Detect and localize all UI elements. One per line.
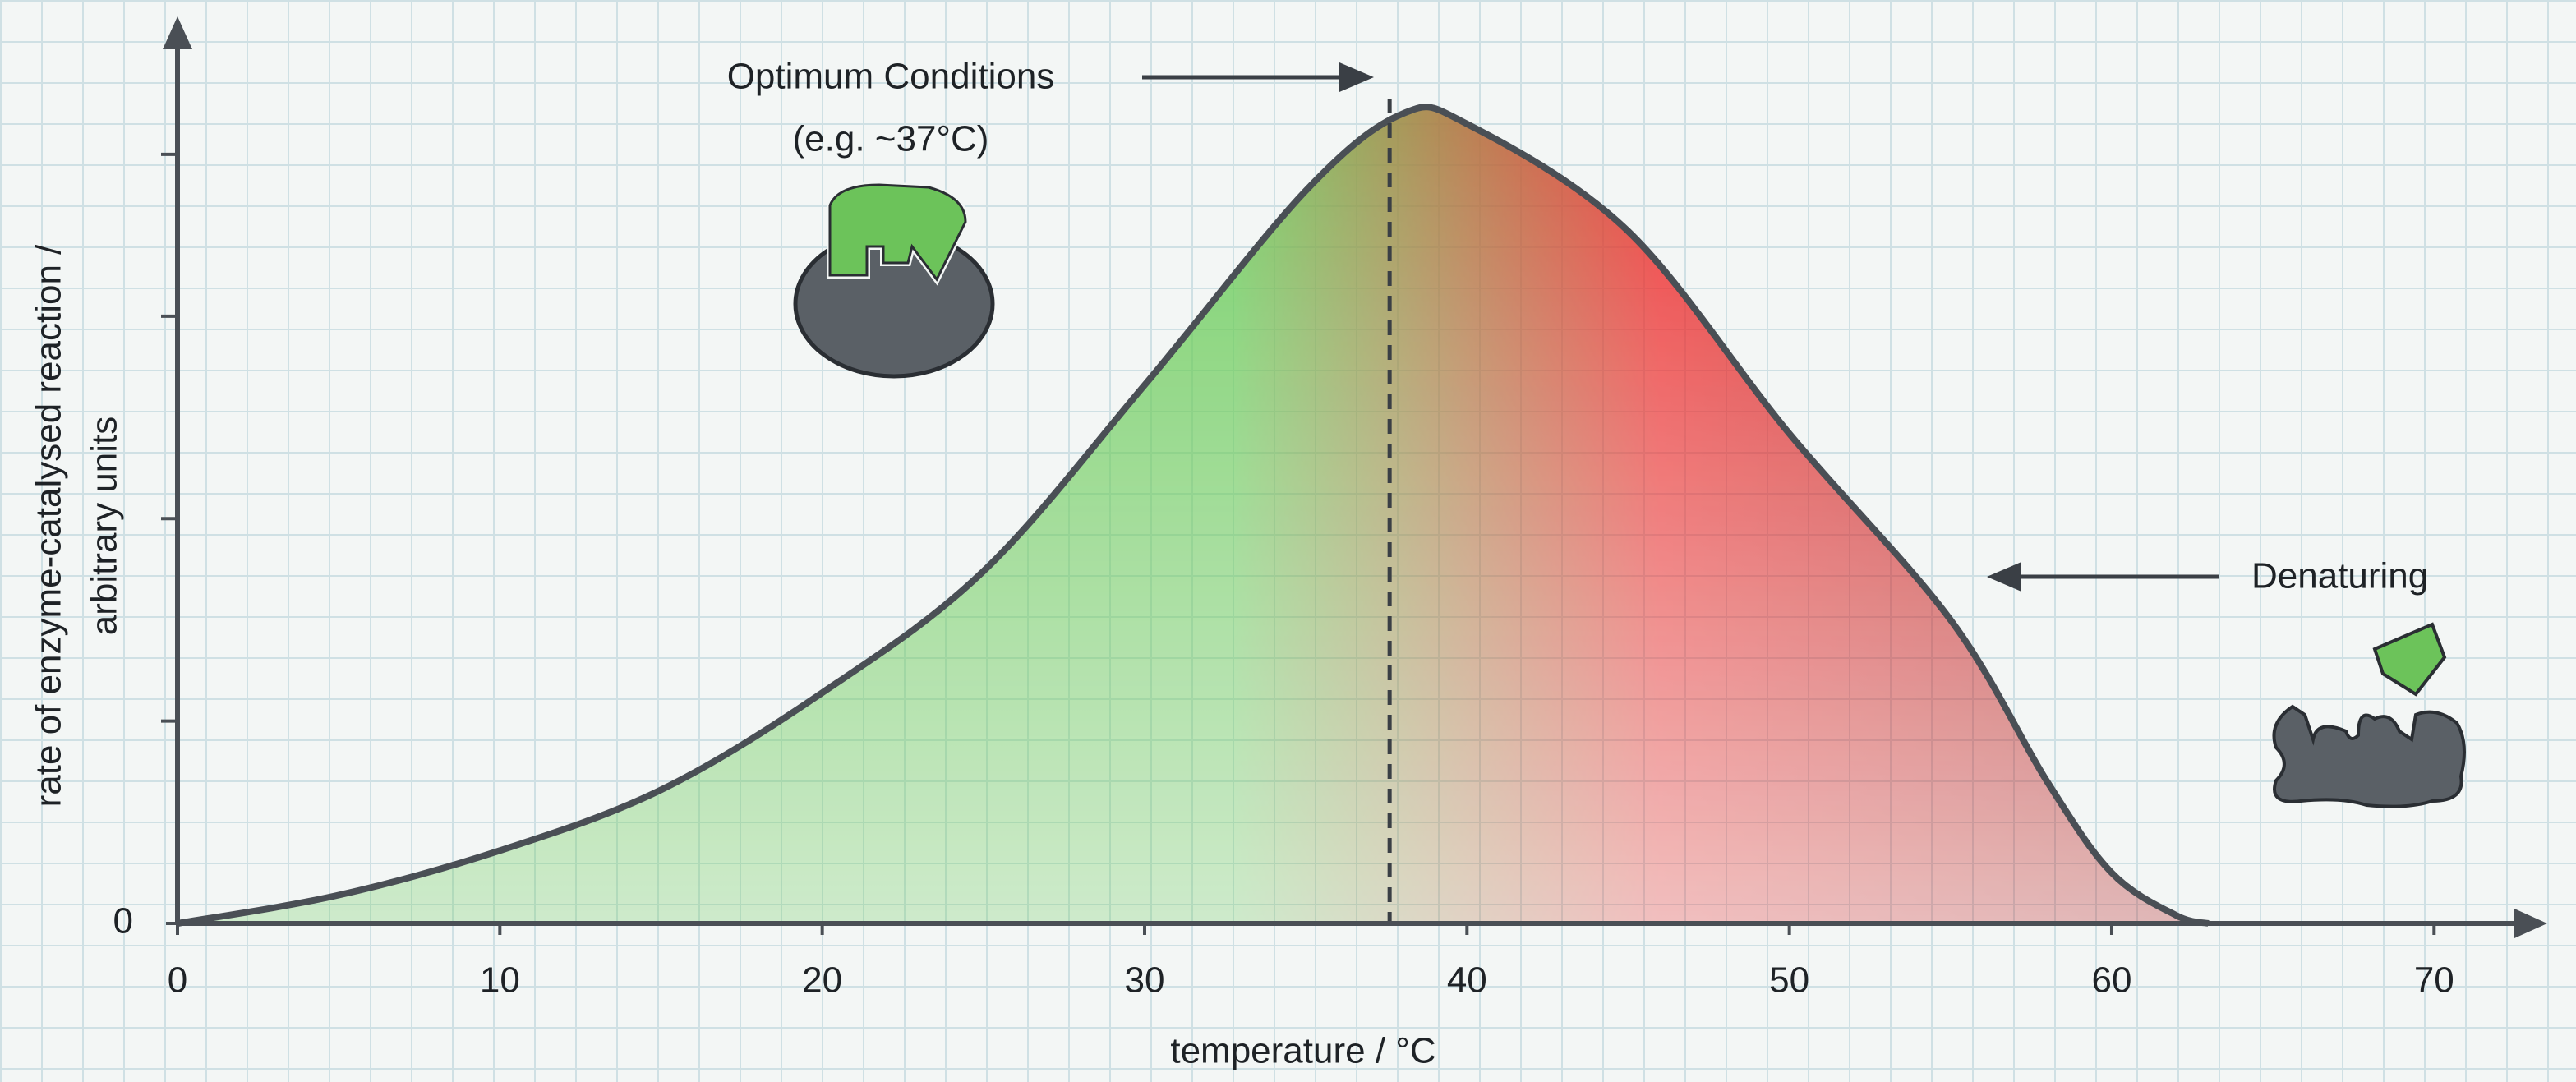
x-tick-label: 60 — [2091, 960, 2131, 1001]
annotation: Optimum Conditions — [727, 57, 1055, 97]
annotation-arrow-head — [1987, 562, 2021, 592]
annotation-arrow-head — [1339, 62, 1374, 92]
x-tick-label: 50 — [1769, 960, 1809, 1001]
area — [177, 107, 2209, 923]
annotation: Denaturing — [2251, 556, 2428, 596]
y-axis-label: rate of enzyme-catalysed reaction / — [29, 244, 69, 808]
x-tick-label: 0 — [168, 960, 187, 1001]
denatured-enzyme-icon — [2272, 622, 2466, 808]
y-axis-label: arbitrary units — [85, 417, 125, 636]
y-tick-label: 0 — [113, 901, 133, 942]
x-axis-label: temperature / °C — [1170, 1031, 1435, 1071]
area-group — [177, 107, 2209, 923]
x-tick-label: 20 — [802, 960, 842, 1001]
annotation: (e.g. ~37°C) — [793, 119, 989, 159]
x-tick-label: 70 — [2414, 960, 2454, 1001]
enzyme-icon — [793, 181, 995, 379]
y-axis-arrow — [163, 16, 192, 49]
x-tick-label: 40 — [1447, 960, 1487, 1001]
x-axis-arrow — [2514, 909, 2547, 938]
line — [177, 104, 2210, 927]
x-tick-label: 30 — [1125, 960, 1165, 1001]
x-tick-label: 10 — [480, 960, 520, 1001]
